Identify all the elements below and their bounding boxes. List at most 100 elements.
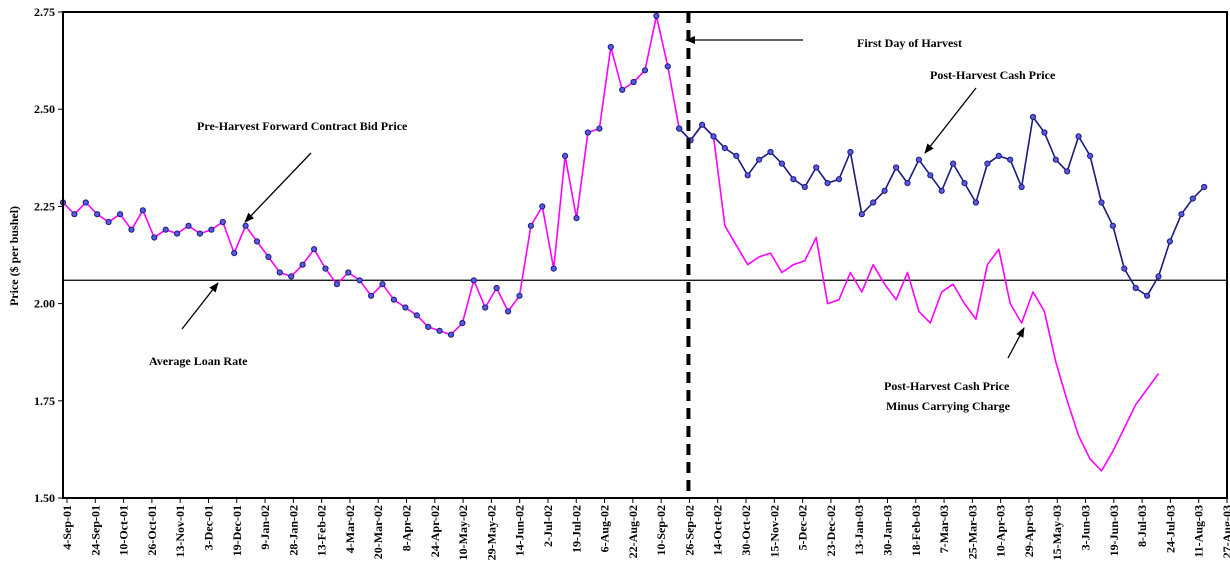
data-point <box>721 145 729 152</box>
x-tick-label: 19-Jul-02 <box>569 505 583 553</box>
data-point <box>893 164 900 171</box>
data-point <box>584 129 592 136</box>
data-point <box>1201 183 1208 191</box>
data-point <box>858 211 865 218</box>
data-point <box>710 133 717 140</box>
data-point <box>699 121 706 128</box>
series-line-0 <box>62 15 680 336</box>
x-tick-label: 15-Nov-02 <box>767 505 781 558</box>
data-point <box>185 222 192 229</box>
x-tick-label: 23-Dec-02 <box>824 505 838 556</box>
data-point <box>1189 195 1196 202</box>
harvest-annotation-label: First Day of Harvest <box>857 36 962 50</box>
x-tick-label: 8-Jul-03 <box>1135 505 1149 547</box>
data-point <box>151 234 158 241</box>
data-point <box>436 327 443 334</box>
data-point <box>824 180 831 187</box>
data-point <box>995 152 1002 159</box>
data-point <box>402 304 409 311</box>
data-point <box>425 323 432 330</box>
x-tick-label: 14-Oct-02 <box>711 505 725 556</box>
data-point <box>1052 156 1059 163</box>
data-point <box>961 180 968 187</box>
x-tick-label: 13-Jan-03 <box>852 505 866 556</box>
data-point <box>71 211 78 218</box>
data-point <box>527 222 535 229</box>
data-point <box>630 78 637 86</box>
data-point <box>1109 222 1117 229</box>
data-point <box>767 148 774 156</box>
data-point <box>413 312 420 319</box>
data-point <box>607 43 614 51</box>
data-point <box>265 253 272 260</box>
x-tick-label: 19-Dec-01 <box>230 505 244 556</box>
data-point <box>950 160 957 167</box>
data-point <box>368 292 375 299</box>
y-tick-label: 2.50 <box>34 102 55 116</box>
data-point <box>505 308 512 315</box>
data-point <box>333 281 340 288</box>
data-point <box>778 160 786 167</box>
data-point <box>493 284 500 292</box>
carrying-charge-annotation-label-line2: Minus Carrying Charge <box>886 399 1011 413</box>
data-point <box>733 152 740 159</box>
data-point <box>938 187 945 194</box>
x-tick-label: 18-Feb-03 <box>909 505 923 556</box>
data-point <box>550 265 557 272</box>
data-point <box>596 125 603 132</box>
y-tick-label: 2.25 <box>34 199 55 213</box>
x-tick-label: 2-Jul-02 <box>541 505 555 547</box>
series-line-2 <box>678 124 1160 472</box>
data-point <box>276 269 283 276</box>
cash-price-annotation-arrow <box>924 87 977 154</box>
x-tick-label: 14-Jun-02 <box>513 505 527 556</box>
x-tick-label: 24-Jul-03 <box>1163 505 1177 553</box>
x-tick-label: 13-Nov-01 <box>173 505 187 558</box>
data-point <box>311 246 318 253</box>
data-point <box>208 226 215 233</box>
loan-rate-annotation-label: Average Loan Rate <box>149 354 248 368</box>
data-point <box>1007 156 1014 163</box>
x-tick-label: 25-Mar-03 <box>965 505 979 559</box>
data-point <box>641 67 649 74</box>
data-point <box>744 172 751 179</box>
y-axis-label: Price ($ per bushel) <box>7 206 21 306</box>
data-point <box>664 63 671 70</box>
x-tick-label: 27-Aug-03 <box>1220 505 1230 558</box>
data-point <box>573 215 580 222</box>
forward-bid-annotation-label: Pre-Harvest Forward Contract Bid Price <box>197 119 408 133</box>
data-point <box>196 230 203 237</box>
data-point <box>516 292 523 299</box>
data-point <box>915 156 923 163</box>
data-point <box>94 211 101 218</box>
x-tick-label: 10-Sep-02 <box>654 505 668 556</box>
x-axis-ticks: 4-Sep-01 24-Sep-01 10-Oct-01 26-Oct-01 13-No… <box>60 498 1230 560</box>
data-point <box>379 281 386 288</box>
loan-rate-annotation-arrow <box>181 282 219 330</box>
x-tick-label: 19-Jun-03 <box>1107 505 1121 556</box>
data-point <box>322 265 329 272</box>
x-tick-label: 6-Aug-02 <box>598 505 612 552</box>
data-point <box>972 199 980 206</box>
data-point <box>539 203 546 210</box>
data-point <box>253 238 261 245</box>
x-tick-label: 4-Mar-02 <box>343 505 357 553</box>
data-point <box>82 199 89 206</box>
x-tick-label: 26-Sep-02 <box>682 505 696 556</box>
y-tick-label: 2.00 <box>34 297 55 311</box>
data-point <box>117 211 124 218</box>
data-point <box>1132 284 1139 292</box>
data-point <box>356 277 363 284</box>
x-tick-label: 11-Aug-03 <box>1192 505 1206 558</box>
y-tick-label: 1.75 <box>34 394 55 408</box>
data-point <box>1166 238 1174 245</box>
data-point <box>390 296 397 303</box>
x-tick-label: 26-Oct-01 <box>145 505 159 556</box>
data-point <box>1064 168 1071 175</box>
plot-area-frame <box>62 11 1228 499</box>
data-point <box>1075 133 1082 140</box>
data-point <box>835 176 843 183</box>
x-tick-label: 15-May-03 <box>1050 505 1064 560</box>
data-point <box>1018 183 1025 191</box>
